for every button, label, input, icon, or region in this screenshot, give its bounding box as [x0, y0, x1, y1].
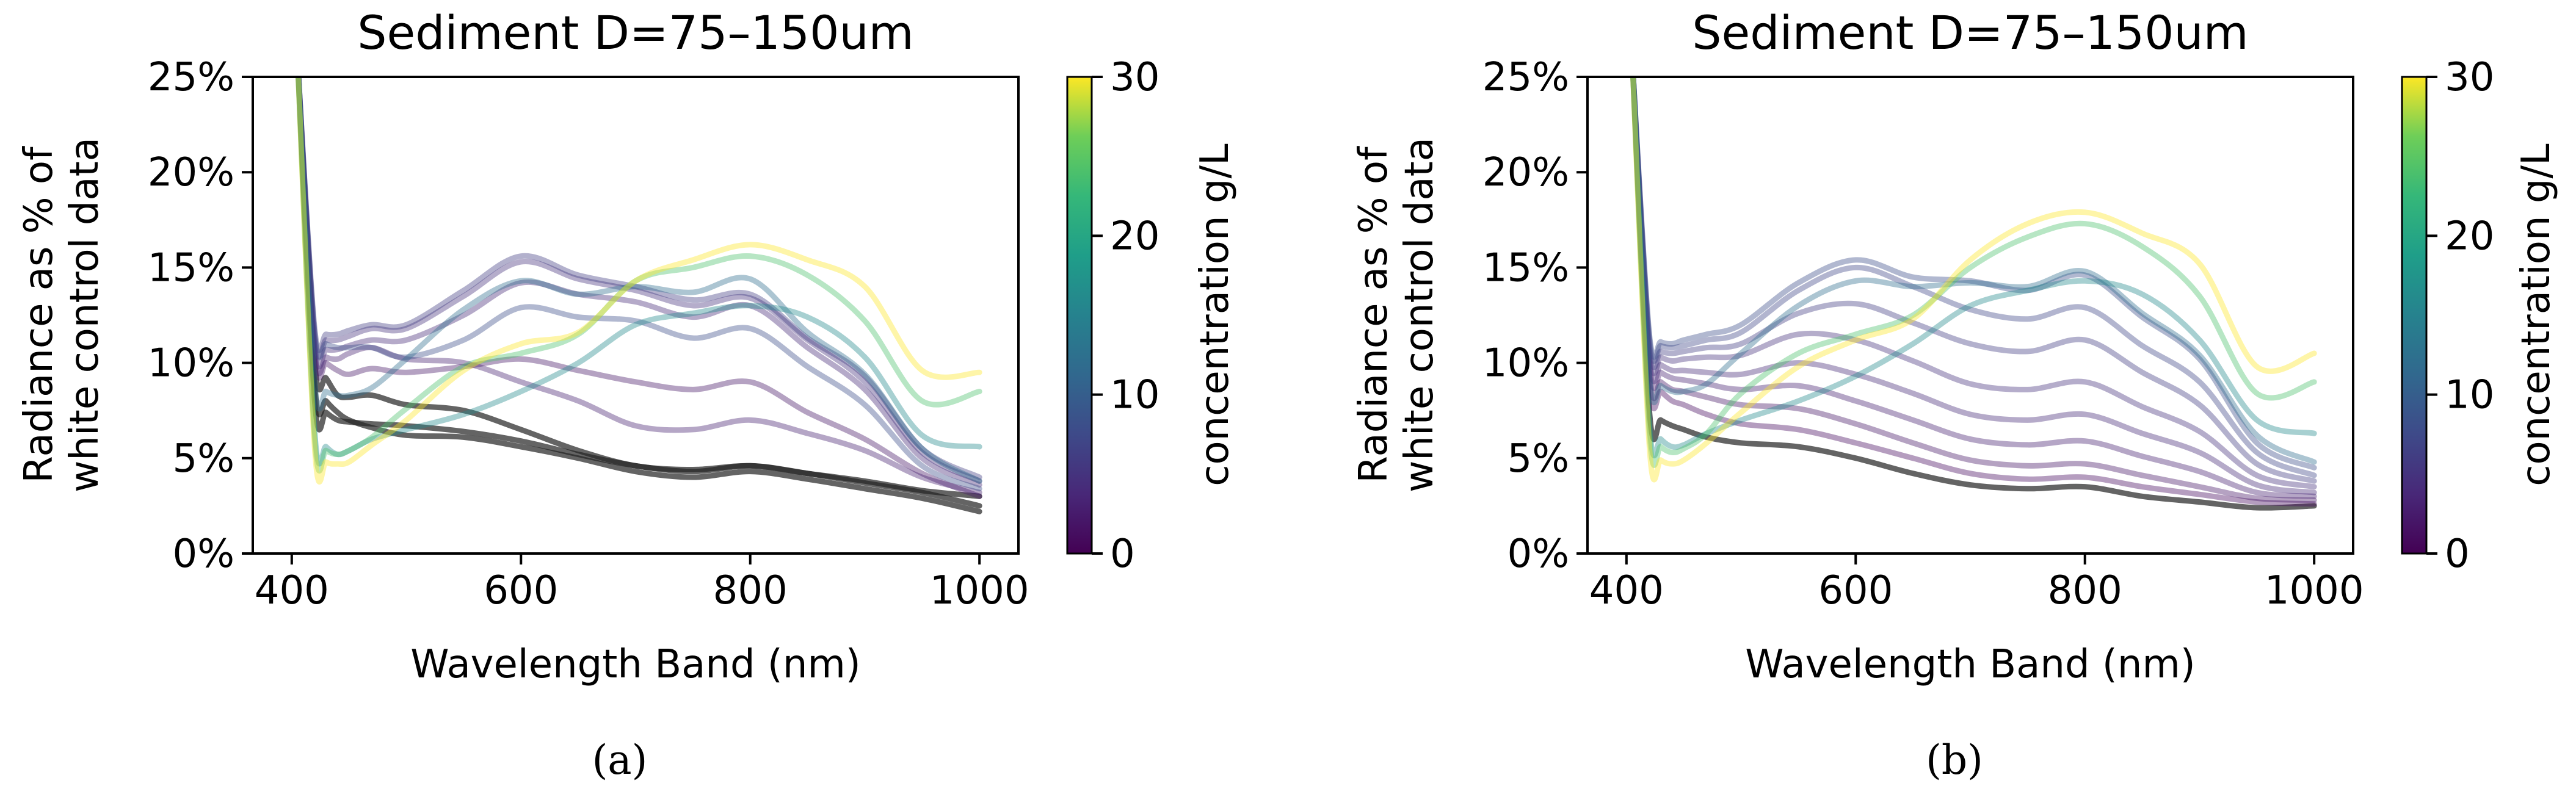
series-line-6	[296, 77, 982, 488]
y-tick-label: 0%	[1507, 532, 1569, 577]
plot-frame	[252, 76, 1020, 555]
series-line-11	[1630, 77, 2317, 459]
colorbar-ticks: 0 10 20 30	[1092, 55, 1159, 577]
x-ticks: 400 600 800 1000	[255, 554, 1029, 613]
plot-frame	[1586, 76, 2354, 555]
series-line-2	[296, 77, 982, 514]
chart-title: Sediment D=75–150um	[1692, 5, 2248, 60]
y-tick-label: 15%	[1482, 245, 1569, 290]
x-tick-label: 400	[255, 568, 329, 613]
y-tick-label: 25%	[148, 55, 234, 100]
y-tick-label: 10%	[1482, 341, 1569, 386]
series-line-3	[1630, 77, 2317, 503]
y-tick-label: 5%	[1507, 436, 1569, 481]
panel-b: Sediment D=75–150um 400 600 800 1000 0% 5% 10…	[1351, 5, 2559, 784]
colorbar-tick-label: 30	[2445, 55, 2494, 100]
series-line-13	[296, 77, 982, 485]
y-tick-label: 5%	[172, 436, 234, 481]
series-line-9	[296, 77, 982, 492]
x-axis-label: Wavelength Band (nm)	[1745, 642, 2196, 687]
series-line-5	[296, 77, 982, 496]
x-axis-label: Wavelength Band (nm)	[410, 642, 861, 687]
y-tick-label: 10%	[148, 341, 234, 386]
y-tick-label: 15%	[148, 245, 234, 290]
colorbar-label: concentration g/L	[1192, 143, 1238, 486]
panel-label: (a)	[592, 737, 648, 784]
y-tick-label: 25%	[1482, 55, 1569, 100]
colorbar-tick-label: 0	[1110, 532, 1135, 577]
colorbar-label: concentration g/L	[2514, 143, 2559, 486]
series-line-10	[296, 77, 982, 484]
x-tick-label: 1000	[930, 568, 1029, 613]
colorbar	[2401, 76, 2428, 555]
series-line-10	[1630, 77, 2317, 465]
y-axis-label-line-2: white control data	[1397, 137, 1442, 492]
y-ticks: 0% 5% 10% 15% 20% 25%	[1482, 55, 1587, 577]
chart-title: Sediment D=75–150um	[357, 5, 913, 60]
y-tick-label: 20%	[1482, 150, 1569, 195]
series-line-4	[1630, 77, 2317, 499]
y-axis-label-line-1: Radiance as % of	[1351, 146, 1396, 483]
series-line-12	[296, 77, 982, 474]
x-tick-label: 600	[484, 568, 558, 613]
panel-a: Sediment D=75–150um 400 600 800 1000 0% 5% 10…	[16, 5, 1238, 784]
plot-lines	[296, 77, 982, 514]
series-line-5	[1630, 77, 2317, 496]
x-tick-label: 800	[2048, 568, 2122, 613]
series-line-1	[1630, 77, 2317, 511]
x-ticks: 400 600 800 1000	[1589, 554, 2364, 613]
plot-lines	[1630, 77, 2317, 511]
colorbar-tick-label: 0	[2445, 532, 2470, 577]
series-line-8	[296, 77, 982, 480]
colorbar-tick-label: 20	[2445, 214, 2494, 259]
y-tick-label: 20%	[148, 150, 234, 195]
series-line-12	[1630, 77, 2317, 468]
series-line-4	[296, 77, 982, 499]
series-line-7	[296, 77, 982, 484]
series-line-6	[1630, 77, 2317, 490]
colorbar-ticks: 0 10 20 30	[2426, 55, 2494, 577]
series-line-11	[296, 77, 982, 467]
x-tick-label: 400	[1589, 568, 1664, 613]
series-line-13	[1630, 77, 2317, 483]
y-tick-label: 0%	[172, 532, 234, 577]
x-tick-label: 1000	[2265, 568, 2364, 613]
panel-label: (b)	[1926, 737, 1983, 784]
series-line-3	[296, 77, 982, 499]
series-line-2	[1630, 77, 2317, 507]
series-line-8	[1630, 77, 2317, 478]
colorbar-tick-label: 30	[1110, 55, 1159, 100]
colorbar	[1066, 76, 1093, 555]
colorbar-tick-label: 20	[1110, 214, 1159, 259]
y-axis-label-line-2: white control data	[62, 137, 107, 492]
series-line-9	[1630, 77, 2317, 471]
series-line-7	[1630, 77, 2317, 484]
y-ticks: 0% 5% 10% 15% 20% 25%	[148, 55, 253, 577]
y-axis-label-line-1: Radiance as % of	[16, 146, 62, 483]
x-tick-label: 600	[1818, 568, 1893, 613]
x-tick-label: 800	[713, 568, 788, 613]
colorbar-tick-label: 10	[1110, 373, 1159, 418]
colorbar-tick-label: 10	[2445, 373, 2494, 418]
